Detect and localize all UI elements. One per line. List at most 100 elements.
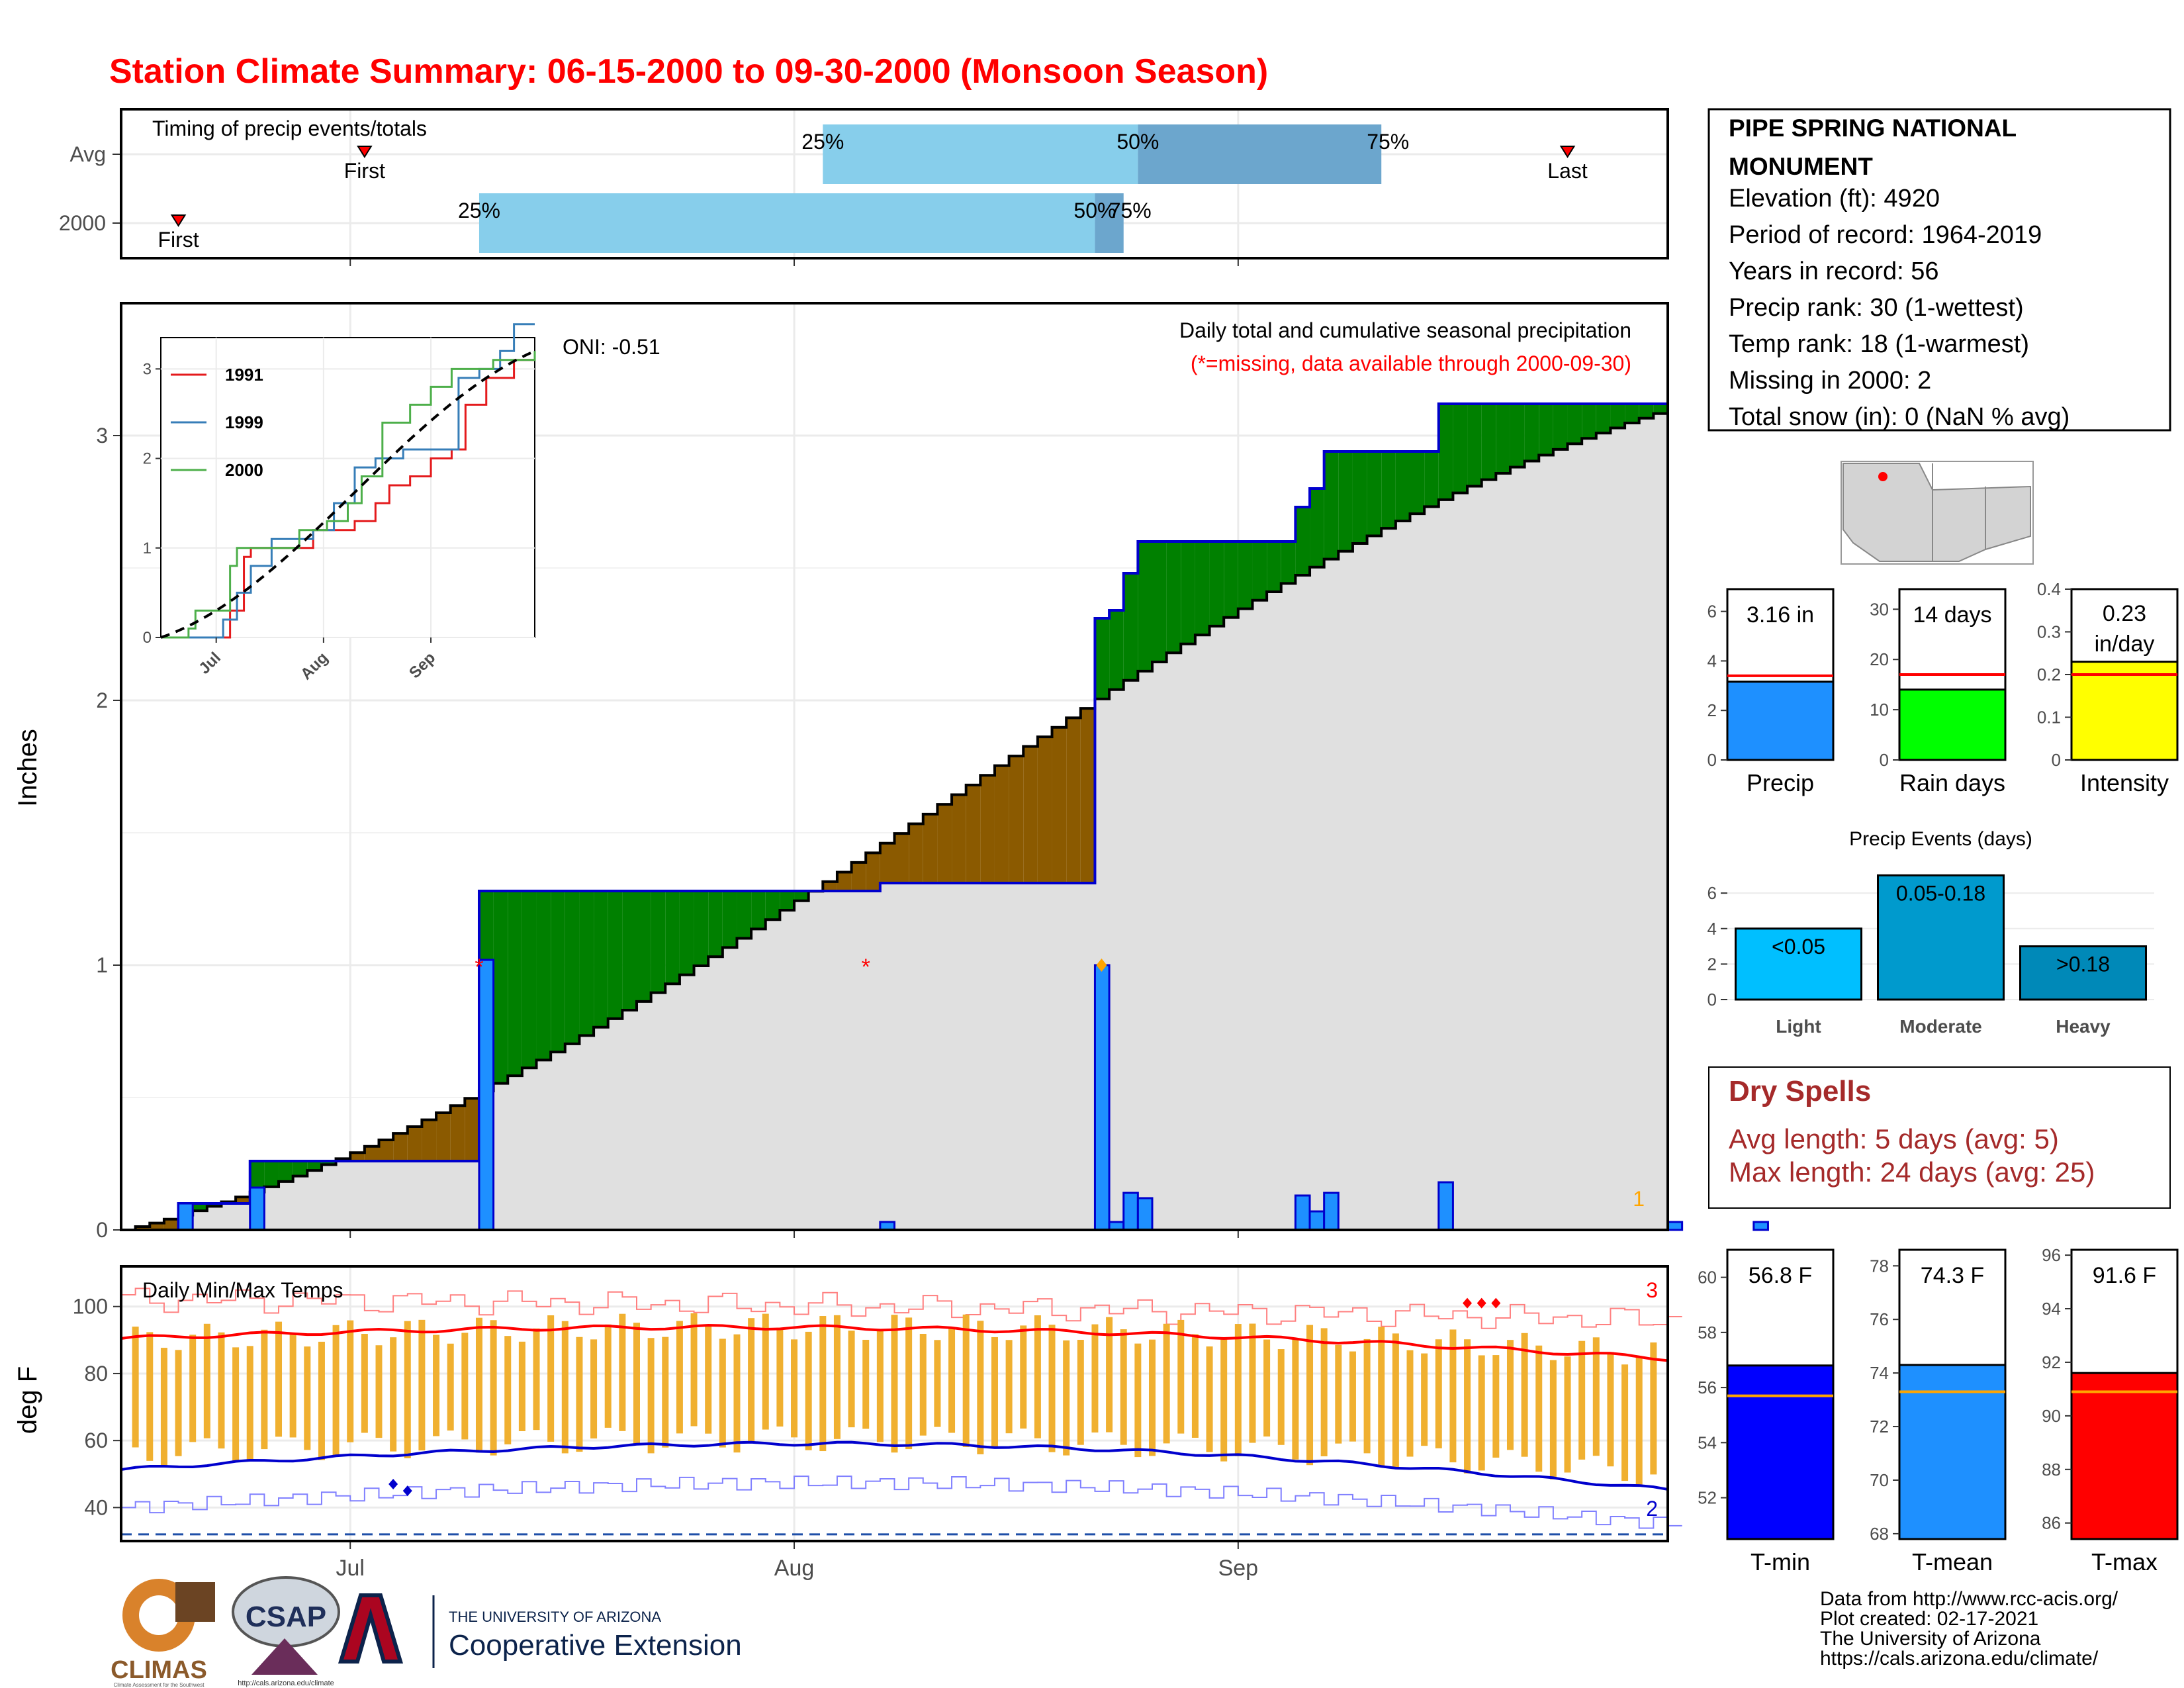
precip-departure-fill [579,891,594,1036]
precip-departure-fill [364,1146,379,1161]
daily-temp-bar [1392,1333,1399,1468]
events-bar-Heavy [2019,945,2147,1001]
daily-temp-bar [418,1319,426,1451]
station-box [1707,108,2171,432]
precip-departure-fill [966,784,981,883]
csap-mountain [251,1638,318,1675]
precip-departure-fill [1195,541,1210,635]
precip-ytick-label: 0 [96,1218,108,1242]
events-category-label: Light [1776,1016,1821,1037]
summary-ytick-label: 94 [2042,1299,2061,1319]
timing-row-label: 2000 [59,211,106,235]
precip-departure-fill [1209,541,1224,626]
daily-temp-bar [475,1317,482,1453]
daily-temp-bar [891,1315,898,1453]
daily-temp-bar [390,1337,397,1452]
daily-temp-bar [762,1313,769,1430]
daily-temp-bar [1048,1325,1056,1452]
daily-precip-bar [1136,1197,1154,1231]
daily-temp-bar [1564,1356,1571,1473]
summary-ytick-label: 90 [2042,1406,2061,1426]
inset-ytick-label: 2 [143,450,152,468]
precip-departure-fill [236,1197,250,1203]
daily-temp-bar [375,1345,383,1438]
precip-departure-fill [1152,541,1167,663]
events-bar-Light [1735,927,1862,1001]
summary-ytick-label: 70 [1870,1470,1889,1490]
timing-bar-q50-q75 [1095,193,1124,253]
precip-departure-fill [1367,451,1382,536]
temps-xtick-label: Jul [336,1556,364,1581]
precip-departure-fill [293,1161,308,1176]
timing-event-marker [170,214,187,227]
daily-temp-bar [1521,1333,1528,1457]
precip-departure-fill [651,891,666,993]
summary-bar-T-mean [1898,1364,2007,1540]
precip-ytick-label: 1 [96,953,108,977]
summary-ytick-label: 76 [1870,1309,1889,1329]
daily-precip-bar [1666,1221,1684,1231]
summary-ytick-label: 68 [1870,1524,1889,1544]
precip-departure-fill [1138,541,1152,671]
timing-bar-q25-q50 [823,124,1138,184]
summary-ytick-label: 20 [1870,649,1889,669]
precip-departure-fill [694,891,709,966]
timing-bar-q50-q75 [1138,124,1382,184]
precip-departure-fill [994,765,1009,883]
station-name-1: PIPE SPRING NATIONAL [1729,115,2017,142]
daily-temp-bar [1263,1339,1271,1437]
inset-legend-label: 2000 [225,460,263,480]
daily-temp-bar [576,1336,583,1452]
summary-ytick-label: 60 [1698,1268,1717,1288]
events-bar-label: 0.05-0.18 [1896,881,1985,905]
record-marker [1096,959,1107,972]
precip-departure-fill [1037,737,1052,883]
precip-departure-fill [952,794,966,883]
precip-departure-fill [637,891,651,1002]
record-high-marker [1491,1297,1501,1309]
location-map [1841,461,2034,565]
precip-departure-fill [193,1203,207,1211]
daily-temp-bar [1535,1345,1543,1472]
dry-spells-box [1708,1066,2171,1209]
precip-observed-cumulative-line [121,396,1669,1231]
summary-label: T-mean [1912,1548,1993,1575]
footer-line-4: https://cals.arizona.edu/climate/ [1820,1648,2099,1669]
ua-extension-text: Cooperative Extension [449,1629,742,1662]
precip-departure-fill [422,1119,437,1161]
timing-quantile-label: 25% [458,199,500,222]
timing-row-label: Avg [69,142,106,166]
timing-quantile-label: 25% [801,130,844,154]
daily-temp-bar [1492,1355,1500,1458]
daily-temp-bar [1621,1364,1629,1481]
events-ytick-label: 0 [1707,990,1717,1009]
daily-precip-bar [249,1186,265,1231]
summary-bar-Precip [1726,680,1835,761]
page-title: Station Climate Summary: 06-15-2000 to 0… [109,52,1268,91]
daily-temp-bar [1120,1329,1127,1445]
daily-temp-bar [633,1323,640,1445]
precip-departure-fill [1224,541,1238,618]
daily-temp-bar [791,1339,798,1438]
precip-departure-fill [1510,404,1525,467]
summary-ytick-label: 78 [1870,1256,1889,1276]
daily-temp-bar [361,1334,368,1433]
daily-temp-bar [1406,1350,1414,1457]
daily-temp-bar [1034,1315,1041,1438]
daily-precip-bar [1294,1194,1311,1231]
precip-departure-fill [1610,404,1625,428]
summary-ytick-label: 96 [2042,1245,2061,1265]
station-line-0: Elevation (ft): 4920 [1729,185,1940,212]
daily-temp-bar [905,1317,913,1450]
precip-departure-fill [923,814,938,883]
daily-precip-bar [1323,1192,1340,1231]
timing-event-label: First [344,159,385,183]
daily-temp-bar [304,1346,311,1450]
station-line-4: Temp rank: 18 (1-warmest) [1729,330,2029,358]
daily-temp-bar [977,1321,984,1454]
daily-precip-bar [1308,1210,1326,1231]
summary-ytick-label: 0.2 [2037,665,2061,684]
precip-departure-fill [465,1098,479,1161]
record-high-line [121,1288,1682,1329]
daily-temp-bar [733,1334,741,1453]
